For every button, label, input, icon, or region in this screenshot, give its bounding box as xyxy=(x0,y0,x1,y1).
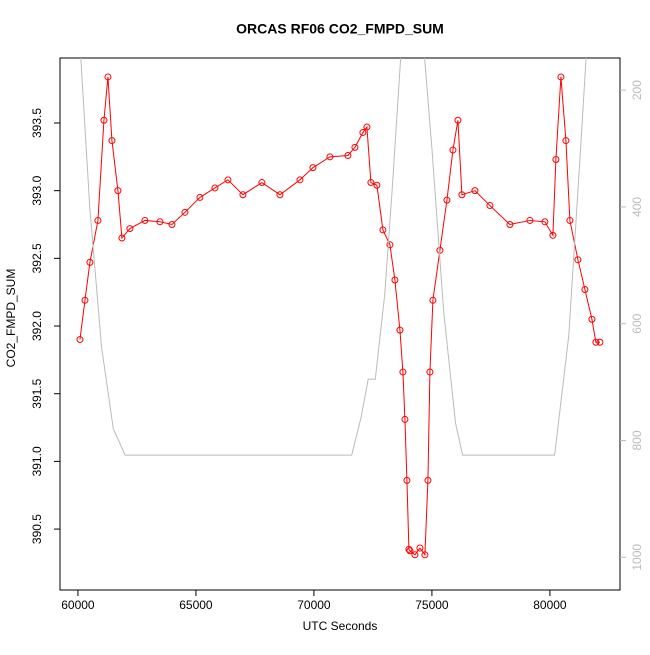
data-point xyxy=(506,221,514,229)
data-point xyxy=(211,184,219,192)
data-point xyxy=(405,545,413,553)
data-point xyxy=(181,208,189,216)
data-point xyxy=(574,256,582,264)
data-point xyxy=(416,544,424,552)
data-point xyxy=(359,128,367,136)
data-point xyxy=(421,551,429,559)
data-point xyxy=(592,338,600,346)
data-point xyxy=(94,216,102,224)
data-point xyxy=(566,216,574,224)
plot-area xyxy=(76,58,604,559)
data-point xyxy=(424,476,432,484)
data-point xyxy=(363,123,371,131)
data-point xyxy=(326,153,334,161)
data-point xyxy=(391,276,399,284)
data-point xyxy=(449,146,457,154)
data-point xyxy=(403,476,411,484)
data-point xyxy=(296,176,304,184)
data-point xyxy=(552,156,560,164)
data-point xyxy=(168,221,176,229)
data-point xyxy=(588,315,596,323)
y2-tick-label: 1000 xyxy=(630,544,644,571)
y2-tick-label: 600 xyxy=(630,313,644,333)
y-tick-label: 390.5 xyxy=(30,514,44,544)
y-tick-label: 391.5 xyxy=(30,378,44,408)
data-point xyxy=(258,179,266,187)
data-point xyxy=(426,368,434,376)
data-point xyxy=(549,231,557,239)
data-point xyxy=(100,116,108,124)
data-point xyxy=(276,191,284,199)
y2-tick-label: 400 xyxy=(630,197,644,217)
data-point xyxy=(126,225,134,233)
data-point xyxy=(396,326,404,334)
data-point xyxy=(224,176,232,184)
data-point xyxy=(557,73,565,81)
data-point xyxy=(401,415,409,423)
y-tick-label: 391.0 xyxy=(30,446,44,476)
data-point xyxy=(141,216,149,224)
data-point xyxy=(373,181,381,189)
chart-title: ORCAS RF06 CO2_FMPD_SUM xyxy=(236,21,444,37)
data-point xyxy=(454,116,462,124)
data-point xyxy=(406,547,414,555)
data-point xyxy=(76,336,84,344)
y-tick-label: 392.0 xyxy=(30,311,44,341)
x-tick-label: 80000 xyxy=(533,598,567,612)
data-point xyxy=(367,179,375,187)
x-tick-label: 65000 xyxy=(179,598,213,612)
data-point xyxy=(399,368,407,376)
data-point xyxy=(429,296,437,304)
data-point xyxy=(486,202,494,210)
x-tick-label: 60000 xyxy=(61,598,95,612)
data-point xyxy=(104,73,112,81)
data-point xyxy=(596,338,604,346)
data-point xyxy=(458,191,466,199)
y2-tick-label: 200 xyxy=(630,80,644,100)
data-point xyxy=(86,258,94,266)
data-point xyxy=(526,216,534,224)
data-point xyxy=(386,241,394,249)
data-point xyxy=(108,137,116,145)
data-point xyxy=(443,196,451,204)
data-point xyxy=(471,187,479,195)
data-point xyxy=(239,191,247,199)
x-tick-label: 70000 xyxy=(297,598,331,612)
y-tick-label: 393.0 xyxy=(30,175,44,205)
x-axis-label: UTC Seconds xyxy=(303,619,378,633)
series-line xyxy=(79,76,600,557)
data-point xyxy=(118,234,126,242)
series-line xyxy=(80,58,587,456)
data-point xyxy=(351,143,359,151)
data-point xyxy=(581,285,589,293)
y2-tick-label: 800 xyxy=(630,430,644,450)
data-point xyxy=(196,193,204,201)
data-point xyxy=(562,137,570,145)
data-point xyxy=(411,551,419,559)
data-point xyxy=(156,218,164,226)
y-tick-label: 393.5 xyxy=(30,108,44,138)
y-tick-label: 392.5 xyxy=(30,243,44,273)
data-point xyxy=(309,164,317,172)
data-point xyxy=(541,218,549,226)
y-axis-label: CO2_FMPD_SUM xyxy=(4,269,18,368)
data-point xyxy=(344,151,352,159)
x-tick-label: 75000 xyxy=(415,598,449,612)
data-point xyxy=(379,226,387,234)
data-point xyxy=(81,296,89,304)
data-point xyxy=(114,187,122,195)
